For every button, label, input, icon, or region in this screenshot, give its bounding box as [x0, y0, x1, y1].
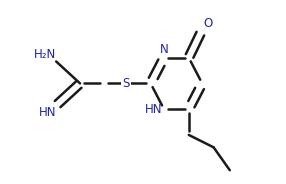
Text: S: S — [122, 77, 130, 90]
Text: O: O — [203, 17, 212, 30]
Text: H₂N: H₂N — [34, 47, 56, 61]
Text: HN: HN — [145, 103, 162, 116]
Text: N: N — [160, 43, 168, 56]
Text: HN: HN — [39, 106, 56, 119]
